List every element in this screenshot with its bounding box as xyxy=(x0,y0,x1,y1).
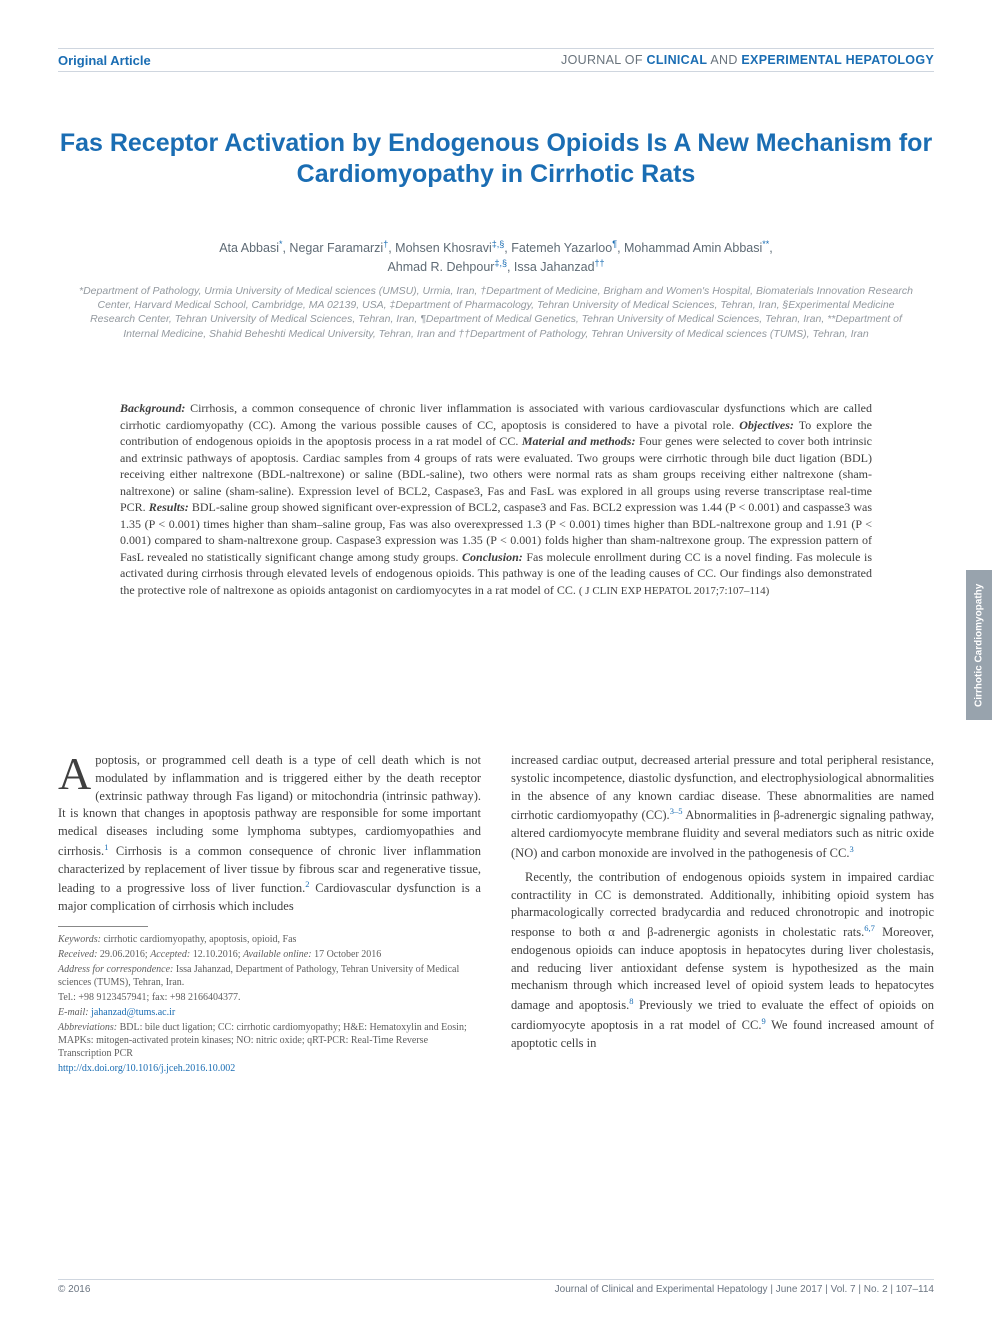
abbrev-label: Abbreviations: xyxy=(58,1022,117,1033)
column-right: increased cardiac output, decreased arte… xyxy=(511,752,934,1077)
journal-name: JOURNAL OF CLINICAL AND EXPERIMENTAL HEP… xyxy=(561,53,934,67)
abbrev-text: BDL: bile duct ligation; CC: cirrhotic c… xyxy=(58,1022,467,1059)
journal-emph1: CLINICAL xyxy=(647,53,708,67)
doi-link[interactable]: http://dx.doi.org/10.1016/j.jceh.2016.10… xyxy=(58,1063,235,1074)
copyright: © 2016 xyxy=(58,1284,90,1295)
address-label: Address for correspondence: xyxy=(58,964,173,975)
column-left: Apoptosis, or programmed cell death is a… xyxy=(58,752,481,1077)
ref-6-7[interactable]: 6,7 xyxy=(864,923,875,933)
keywords: cirrhotic cardiomyopathy, apoptosis, opi… xyxy=(101,934,296,945)
journal-emph2: EXPERIMENTAL HEPATOLOGY xyxy=(741,53,934,67)
side-tab: Cirrhotic Cardiomyopathy xyxy=(966,570,992,720)
header-strip: Original Article JOURNAL OF CLINICAL AND… xyxy=(58,48,934,72)
footnote-rule xyxy=(58,926,148,927)
abstract-citation: ( J CLIN EXP HEPATOL 2017;7:107–114) xyxy=(579,585,769,597)
available-date: 17 October 2016 xyxy=(312,949,382,960)
dropcap: A xyxy=(58,752,95,793)
keywords-label: Keywords: xyxy=(58,934,101,945)
received-date: 29.06.2016; xyxy=(97,949,150,960)
page: Original Article JOURNAL OF CLINICAL AND… xyxy=(0,0,992,1323)
abstract-methods-label: Material and methods: xyxy=(522,434,636,448)
body-columns: Apoptosis, or programmed cell death is a… xyxy=(58,752,934,1077)
author-list: Ata Abbasi*, Negar Faramarzi†, Mohsen Kh… xyxy=(58,238,934,276)
article-type-label: Original Article xyxy=(58,53,151,68)
ref-3[interactable]: 3 xyxy=(849,844,853,854)
abstract-background-label: Background: xyxy=(120,401,185,415)
abstract: Background: Cirrhosis, a common conseque… xyxy=(120,400,872,599)
journal-prefix: JOURNAL OF xyxy=(561,53,646,67)
accepted-label: Accepted: xyxy=(150,949,190,960)
footer: © 2016 Journal of Clinical and Experimen… xyxy=(58,1279,934,1295)
footer-right: Journal of Clinical and Experimental Hep… xyxy=(555,1284,934,1295)
received-label: Received: xyxy=(58,949,97,960)
email-label: E-mail: xyxy=(58,1007,89,1018)
telephone: Tel.: +98 9123457941; fax: +98 216640437… xyxy=(58,991,481,1004)
ref-3-5[interactable]: 3–5 xyxy=(670,806,683,816)
email-link[interactable]: jahanzad@tums.ac.ir xyxy=(89,1007,176,1018)
accepted-date: 12.10.2016; xyxy=(190,949,243,960)
abstract-conclusion-label: Conclusion: xyxy=(462,550,523,564)
journal-mid: AND xyxy=(707,53,741,67)
abstract-objectives-label: Objectives: xyxy=(739,418,794,432)
affiliations: *Department of Pathology, Urmia Universi… xyxy=(78,284,914,341)
col1-p1-a: poptosis, or programmed cell death is a … xyxy=(58,753,481,858)
footnotes: Keywords: cirrhotic cardiomyopathy, apop… xyxy=(58,933,481,1075)
available-label: Available online: xyxy=(243,949,312,960)
article-title: Fas Receptor Activation by Endogenous Op… xyxy=(58,128,934,191)
abstract-results-label: Results: xyxy=(149,500,189,514)
